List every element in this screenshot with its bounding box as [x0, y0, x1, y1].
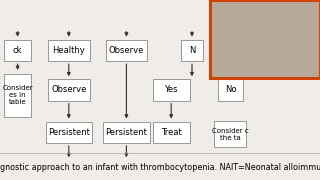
Text: Consider c
the ta: Consider c the ta	[212, 128, 249, 141]
Text: Persistent: Persistent	[106, 128, 147, 137]
FancyBboxPatch shape	[210, 0, 320, 78]
Text: ck: ck	[13, 46, 22, 55]
Text: Treat: Treat	[161, 128, 181, 137]
Text: Consider
es in
table: Consider es in table	[2, 85, 33, 105]
FancyBboxPatch shape	[181, 40, 203, 61]
FancyBboxPatch shape	[153, 122, 190, 143]
Text: Yes: Yes	[164, 86, 178, 94]
FancyBboxPatch shape	[218, 79, 243, 101]
FancyBboxPatch shape	[103, 122, 150, 143]
Text: Observe: Observe	[51, 86, 86, 94]
Text: Observe: Observe	[109, 46, 144, 55]
FancyBboxPatch shape	[4, 40, 31, 61]
FancyBboxPatch shape	[46, 122, 92, 143]
FancyBboxPatch shape	[106, 40, 147, 61]
FancyBboxPatch shape	[4, 74, 31, 117]
FancyBboxPatch shape	[153, 79, 190, 101]
FancyBboxPatch shape	[48, 40, 90, 61]
Text: gnostic approach to an infant with thrombocytopenia. NAIT=Neonatal alloimmune th: gnostic approach to an infant with throm…	[0, 163, 320, 172]
FancyBboxPatch shape	[48, 79, 90, 101]
Text: No: No	[225, 86, 236, 94]
Text: Healthy: Healthy	[52, 46, 85, 55]
FancyBboxPatch shape	[214, 121, 246, 147]
Text: N: N	[189, 46, 195, 55]
Text: Persistent: Persistent	[48, 128, 90, 137]
